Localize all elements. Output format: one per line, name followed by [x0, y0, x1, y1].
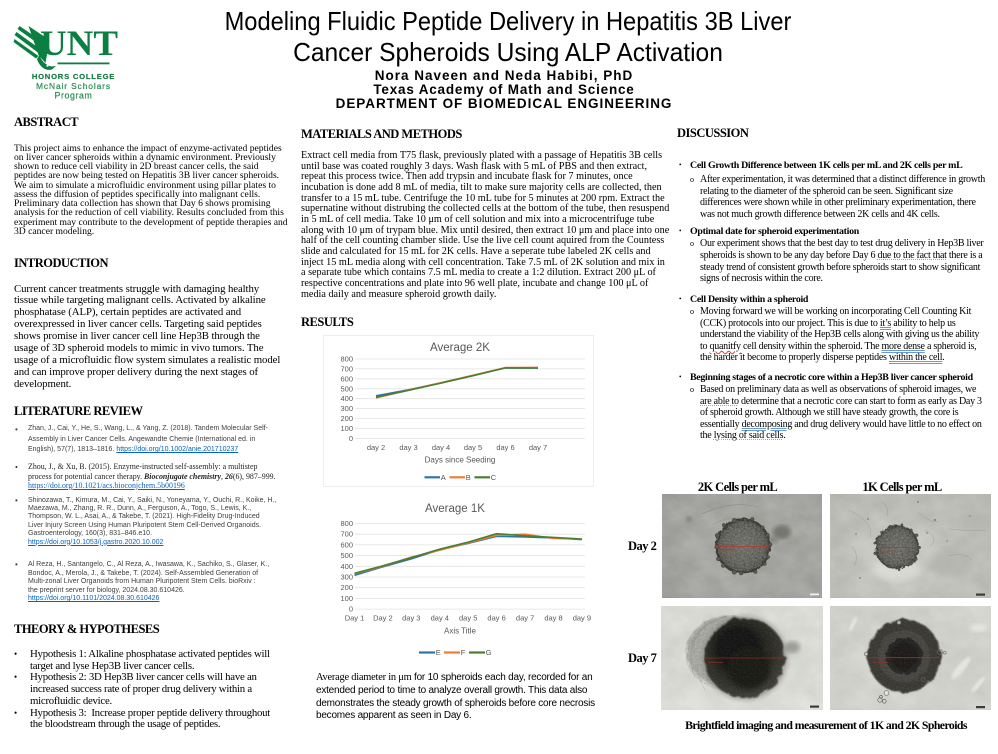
svg-text:day 4: day 4	[432, 443, 450, 452]
svg-text:800: 800	[340, 519, 353, 528]
svg-text:Program: Program	[55, 91, 93, 101]
svg-text:day 6: day 6	[496, 443, 514, 452]
svg-text:200: 200	[340, 583, 353, 592]
svg-text:HONORS COLLEGE: HONORS COLLEGE	[32, 72, 115, 81]
svg-text:day 8: day 8	[544, 614, 562, 623]
svg-text:700: 700	[340, 530, 353, 539]
svg-text:0: 0	[349, 434, 353, 443]
svg-text:day 3: day 3	[402, 614, 420, 623]
svg-text:Average 1K: Average 1K	[425, 503, 485, 515]
svg-text:300: 300	[340, 573, 353, 582]
svg-text:A: A	[441, 473, 446, 482]
svg-text:UNT: UNT	[40, 23, 118, 63]
svg-text:day 4: day 4	[431, 614, 449, 623]
svg-text:300: 300	[340, 404, 353, 413]
svg-text:400: 400	[340, 562, 353, 571]
svg-text:0: 0	[349, 605, 353, 614]
svg-text:700: 700	[340, 364, 353, 373]
svg-text:Day 1: Day 1	[345, 614, 365, 623]
svg-text:day 5: day 5	[459, 614, 477, 623]
svg-text:500: 500	[340, 384, 353, 393]
svg-text:600: 600	[340, 540, 353, 549]
svg-text:Day 2: Day 2	[373, 614, 393, 623]
svg-text:C: C	[491, 473, 497, 482]
svg-text:F: F	[461, 648, 466, 657]
svg-text:800: 800	[340, 355, 353, 364]
svg-text:day 5: day 5	[464, 443, 482, 452]
svg-text:McNair Scholars: McNair Scholars	[36, 81, 111, 91]
svg-text:Average 2K: Average 2K	[430, 342, 490, 354]
svg-text:day 6: day 6	[487, 614, 505, 623]
svg-text:Axis Title: Axis Title	[444, 627, 477, 636]
svg-text:G: G	[486, 648, 492, 657]
svg-text:500: 500	[340, 551, 353, 560]
svg-text:100: 100	[340, 594, 353, 603]
svg-text:400: 400	[340, 394, 353, 403]
svg-text:day 3: day 3	[399, 443, 417, 452]
svg-text:day 7: day 7	[516, 614, 534, 623]
svg-text:Days since Seeding: Days since Seeding	[425, 456, 496, 465]
svg-text:100: 100	[340, 424, 353, 433]
svg-text:day 7: day 7	[529, 443, 547, 452]
svg-text:day 9: day 9	[573, 614, 591, 623]
svg-text:600: 600	[340, 374, 353, 383]
svg-text:E: E	[436, 648, 441, 657]
svg-text:200: 200	[340, 414, 353, 423]
svg-text:B: B	[466, 473, 471, 482]
svg-text:day 2: day 2	[367, 443, 385, 452]
